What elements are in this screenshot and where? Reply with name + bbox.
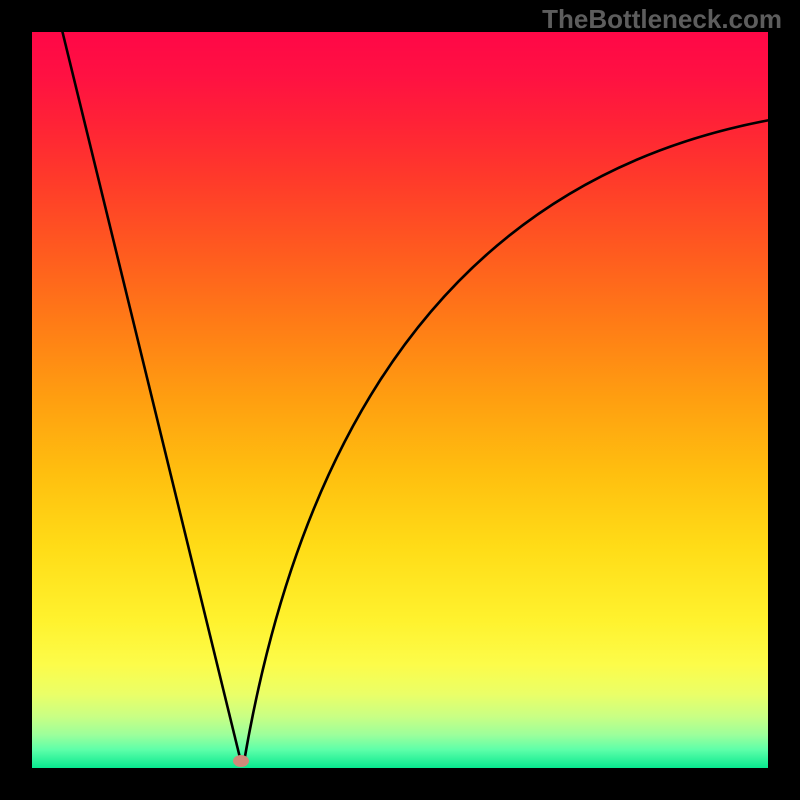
chart-canvas: TheBottleneck.com (0, 0, 800, 800)
curve-right-branch (244, 120, 770, 762)
watermark-label: TheBottleneck.com (542, 4, 782, 35)
bottleneck-curve (0, 0, 800, 800)
minimum-marker (233, 755, 249, 767)
curve-left-branch (62, 30, 241, 762)
